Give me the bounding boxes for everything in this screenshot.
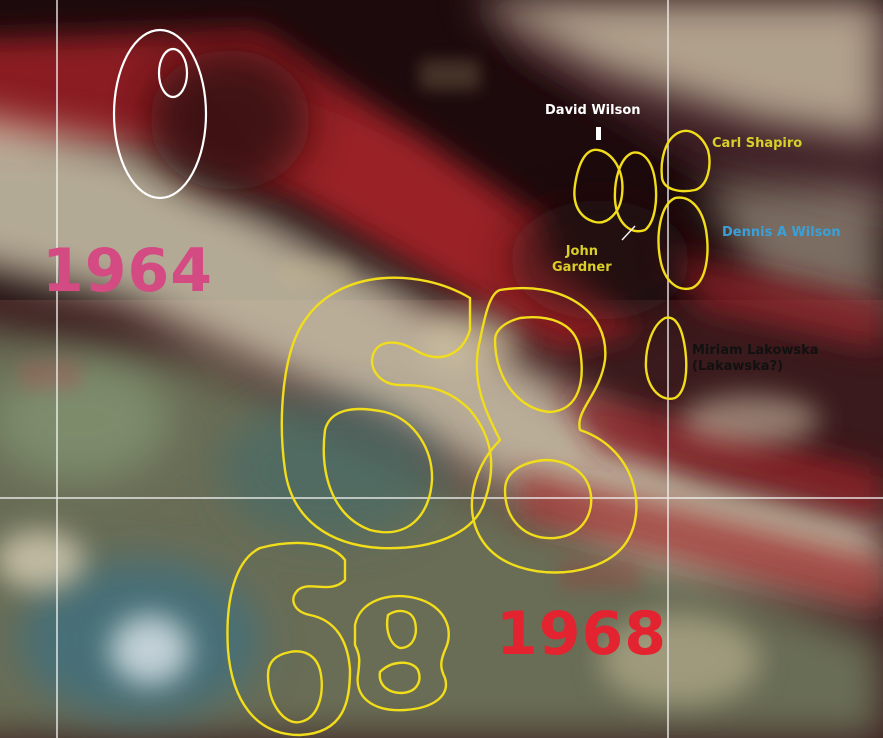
- name-label-miriam-lakowska: Miriam Lakowska (Lakawska?): [692, 343, 819, 375]
- name-label-john-gardner: John Gardner: [552, 244, 612, 276]
- name-label-david-wilson: David Wilson: [545, 103, 641, 118]
- david-wilson-marker: [596, 127, 601, 140]
- name-label-carl-shapiro: Carl Shapiro: [712, 136, 803, 151]
- yellow-outlines: [226, 129, 711, 737]
- year-1968-label: 1968: [496, 599, 667, 669]
- john-gardner-pointer: [621, 225, 636, 241]
- miriam-lakowska-line1: Miriam Lakowska: [692, 343, 819, 358]
- john-gardner-line2: Gardner: [552, 260, 612, 275]
- name-label-dennis-a-wilson: Dennis A Wilson: [722, 225, 841, 240]
- john-gardner-line1: John: [565, 244, 598, 259]
- year-1964-label: 1964: [42, 236, 213, 306]
- miriam-lakowska-line2: (Lakawska?): [692, 359, 784, 374]
- white-face-outline: [112, 28, 208, 200]
